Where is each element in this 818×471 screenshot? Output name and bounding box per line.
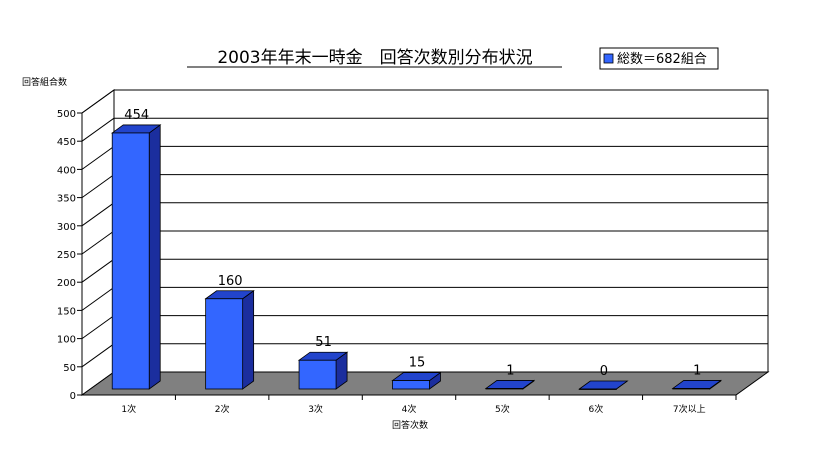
y-tick-label: 450 xyxy=(57,137,76,148)
bar-front xyxy=(485,388,524,390)
gridline-side xyxy=(81,230,115,255)
bar-front xyxy=(205,298,244,390)
y-tick-label: 350 xyxy=(57,194,76,205)
bar xyxy=(578,380,629,390)
x-axis-label: 回答次数 xyxy=(392,419,428,431)
data-label: 15 xyxy=(409,356,426,371)
y-tick-label: 50 xyxy=(63,363,76,374)
y-tick-label: 300 xyxy=(57,222,76,233)
data-label: 454 xyxy=(124,108,149,123)
bar xyxy=(204,289,255,390)
y-tick-label: 100 xyxy=(57,335,76,346)
gridline-side xyxy=(81,145,115,170)
data-label: 1 xyxy=(693,363,701,378)
legend: 総数＝682組合 xyxy=(599,47,719,70)
legend-label: 総数＝682組合 xyxy=(617,52,707,67)
bar xyxy=(297,351,349,390)
x-tick-label: 7次以上 xyxy=(673,403,706,415)
y-tick-label: 400 xyxy=(57,165,76,176)
bar-side xyxy=(148,124,161,390)
chart-title: 2003年年末一時金 回答次数別分布状況 xyxy=(217,48,532,68)
gridline-side xyxy=(81,315,115,340)
gridline-side xyxy=(81,89,115,114)
y-tick-label: 0 xyxy=(70,391,76,402)
x-tick-label: 2次 xyxy=(215,403,230,415)
gridline-side xyxy=(81,117,115,142)
data-label: 51 xyxy=(315,335,332,350)
y-tick-label: 500 xyxy=(57,109,76,120)
bar-front xyxy=(298,359,337,390)
data-label: 160 xyxy=(218,274,243,289)
bar-front xyxy=(672,388,711,390)
bar-front xyxy=(111,132,150,390)
bar xyxy=(391,371,442,390)
x-tick-label: 3次 xyxy=(308,403,323,415)
gridline-side xyxy=(81,343,115,368)
legend-box xyxy=(599,47,719,70)
bar-side xyxy=(242,289,255,390)
x-tick-label: 6次 xyxy=(588,403,603,415)
y-tick-label: 250 xyxy=(57,250,76,261)
bar-front xyxy=(578,388,617,390)
bar-front xyxy=(392,380,430,390)
y-tick-label: 200 xyxy=(57,278,76,289)
y-tick-label: 150 xyxy=(57,306,76,317)
bar xyxy=(110,124,162,390)
gridline-side xyxy=(81,174,115,199)
x-tick-label: 4次 xyxy=(402,403,417,415)
plot-area: 0501001502002503003504004505001次4542次160… xyxy=(57,89,770,415)
legend-swatch xyxy=(603,53,614,64)
data-label: 1 xyxy=(506,363,514,378)
bar xyxy=(484,379,536,390)
y-axis-label: 回答組合数 xyxy=(22,76,67,88)
gridline-side xyxy=(81,202,115,227)
bar xyxy=(671,379,723,390)
x-tick-label: 1次 xyxy=(121,403,136,415)
x-tick-label: 5次 xyxy=(495,403,510,415)
gridline-side xyxy=(81,258,115,283)
data-label: 0 xyxy=(600,364,608,379)
gridline-side xyxy=(81,286,115,311)
